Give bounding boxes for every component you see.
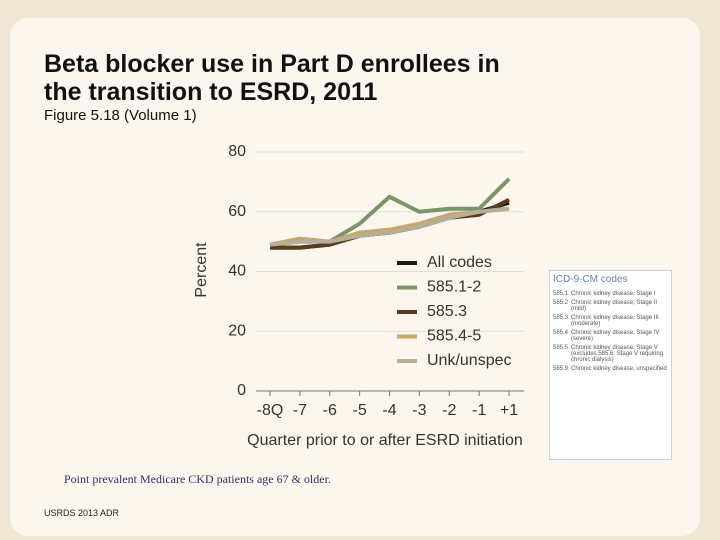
x-tick-label: -8Q <box>257 402 284 419</box>
x-axis-label: Quarter prior to or after ESRD initiatio… <box>247 432 523 449</box>
sidebar-row: 585.5 Chronic kidney disease, Stage V (ex… <box>553 345 668 363</box>
code: 585.5 <box>553 345 569 351</box>
sidebar-row: 585.1 Chronic kidney disease, Stage I <box>553 291 668 297</box>
sidebar-row: 585.4 Chronic kidney disease, Stage IV (s… <box>553 330 668 342</box>
code: 585.9 <box>553 366 569 372</box>
y-tick-label: 40 <box>228 263 246 280</box>
x-tick-label: -5 <box>353 402 367 419</box>
y-tick-label: 20 <box>228 322 246 339</box>
x-tick-label: -3 <box>412 402 426 419</box>
code-desc: Chronic kidney disease, Stage IV (severe… <box>571 330 660 342</box>
legend-label: Unk/unspec <box>427 352 512 369</box>
code-desc: Chronic kidney disease, unspecified <box>571 366 667 372</box>
legend-label: 585.4-5 <box>427 328 481 345</box>
title: Beta blocker use in Part D enrollees in … <box>44 50 500 106</box>
y-tick-label: 60 <box>228 203 246 220</box>
code: 585.3 <box>553 315 569 321</box>
x-tick-label: -2 <box>442 402 456 419</box>
code: 585.2 <box>553 300 569 306</box>
footer: USRDS 2013 ADR <box>44 508 120 518</box>
x-tick-label: -6 <box>323 402 337 419</box>
legend-label: 585.1-2 <box>427 279 481 296</box>
x-tick-label: -1 <box>472 402 486 419</box>
subtitle: Figure 5.18 (Volume 1) <box>44 107 197 124</box>
sidebar-heading: ICD-9-CM codes <box>553 274 628 285</box>
sidebar-row: 585.9 Chronic kidney disease, unspecified <box>553 366 668 372</box>
legend-label: 585.3 <box>427 303 467 320</box>
code-desc: Chronic kidney disease, Stage I <box>571 291 656 297</box>
sidebar-row: 585.2 Chronic kidney disease, Stage II (m… <box>553 300 668 312</box>
sidebar-row: 585.3 Chronic kidney disease, Stage III (… <box>553 315 668 327</box>
legend-label: All codes <box>427 254 492 271</box>
code-desc: Chronic kidney disease, Stage II (mild) <box>571 300 658 312</box>
icd-sidebar: ICD-9-CM codes 585.1 Chronic kidney disea… <box>549 270 672 460</box>
y-tick-label: 0 <box>237 382 246 399</box>
code-desc: Chronic kidney disease, Stage V (exclude… <box>571 345 664 363</box>
code-desc: Chronic kidney disease, Stage III (moder… <box>571 315 659 327</box>
y-tick-label: 80 <box>228 143 246 160</box>
x-tick-label: +1 <box>500 402 518 419</box>
x-tick-label: -4 <box>382 402 396 419</box>
series-line <box>269 206 510 247</box>
note: Point prevalent Medicare CKD patients ag… <box>64 472 331 486</box>
y-axis-label: Percent <box>193 242 210 298</box>
code: 585.1 <box>553 291 569 297</box>
code: 585.4 <box>553 330 569 336</box>
x-tick-label: -7 <box>293 402 307 419</box>
